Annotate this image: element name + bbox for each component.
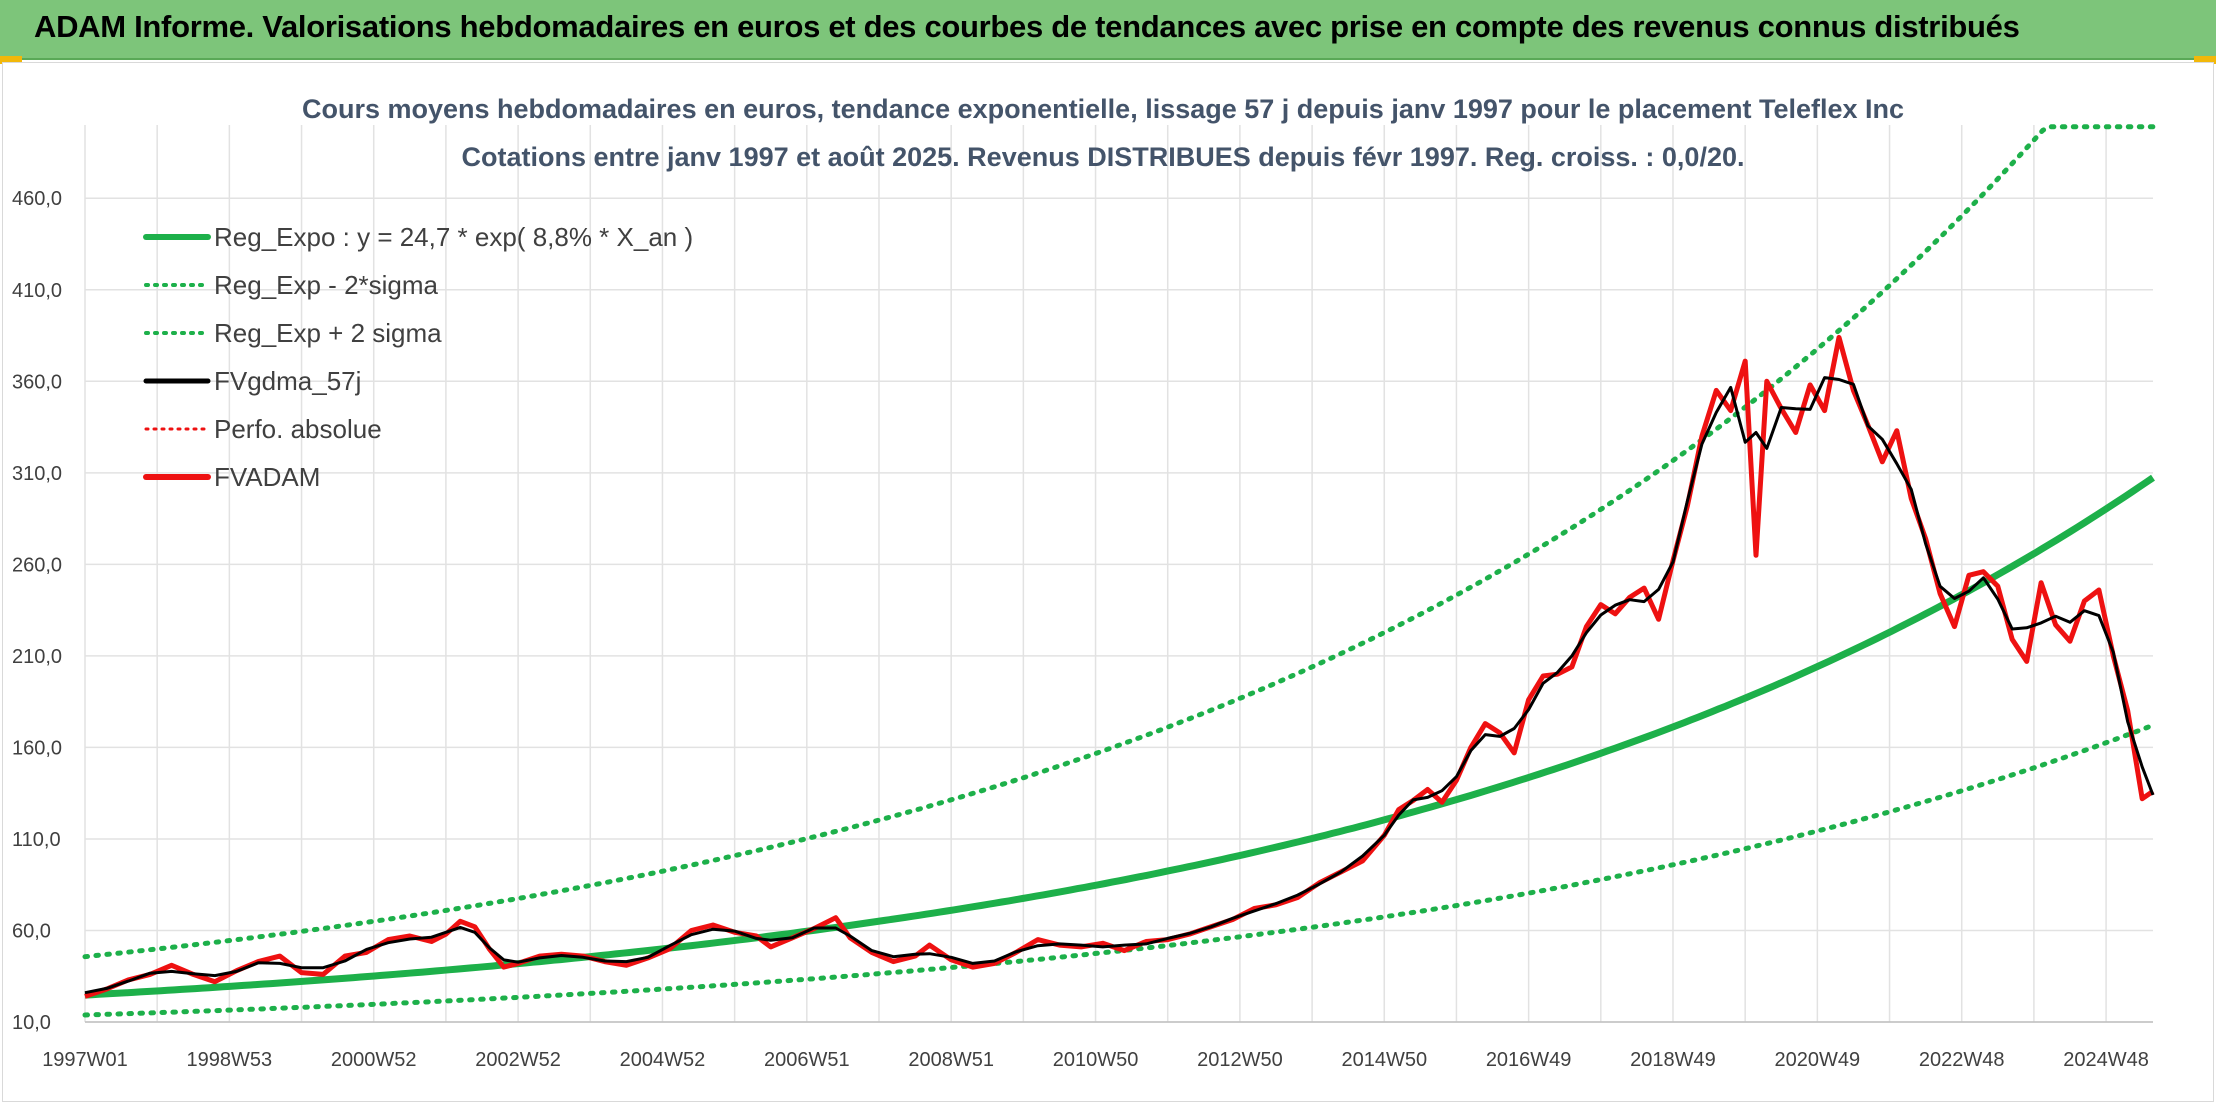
x-tick-label: 2014W50 (1341, 1049, 1427, 1071)
y-tick-label: 110,0 (12, 829, 61, 851)
x-tick-label: 2024W48 (2063, 1049, 2149, 1071)
y-tick-label: 210,0 (12, 646, 62, 668)
legend-entry: Perfo. absolue (214, 414, 382, 444)
legend-entry: Reg_Exp - 2*sigma (214, 270, 439, 300)
y-tick-label: 410,0 (12, 280, 62, 302)
corner-marker-left (0, 56, 22, 64)
x-tick-label: 2016W49 (1486, 1049, 1572, 1071)
y-tick-label: 160,0 (12, 737, 62, 759)
x-tick-label: 2004W52 (620, 1049, 706, 1071)
series-fvadam (84, 334, 2155, 999)
y-tick-label: 260,0 (12, 554, 62, 576)
x-tick-label: 2022W48 (1919, 1049, 2005, 1071)
x-tick-label: 1998W53 (187, 1049, 273, 1071)
x-tick-label: 2010W50 (1053, 1049, 1139, 1071)
x-tick-label: 2008W51 (908, 1049, 994, 1071)
series-fvgdma-57j (84, 376, 2155, 995)
chart-title-line-2: Cotations entre janv 1997 et août 2025. … (462, 142, 1745, 172)
y-tick-label: 310,0 (12, 463, 62, 485)
y-tick-label: 10,0 (12, 1012, 51, 1034)
gridlines (84, 125, 2153, 1023)
legend-entry: Reg_Expo : y = 24,7 * exp( 8,8% * X_an ) (214, 222, 693, 252)
corner-marker-right (2194, 56, 2216, 64)
x-tick-label: 2002W52 (475, 1049, 561, 1071)
x-axis: 1997W01 1998W53 2000W52 2002W52 2004W52 2006W… (42, 1049, 2149, 1071)
report-title: ADAM Informe. Valorisations hebdomadaire… (34, 9, 2020, 44)
series-reg-exp-plus-2-sigma (82, 124, 2156, 960)
y-tick-label: 460,0 (12, 188, 62, 210)
legend: Reg_Expo : y = 24,7 * exp( 8,8% * X_an )… (143, 222, 693, 492)
y-axis: 10,0 60,0 110,0 160,0 210,0 260,0 310,0 360,0 41… (12, 188, 62, 1034)
x-tick-label: 2012W50 (1197, 1049, 1283, 1071)
x-tick-label: 1997W01 (42, 1049, 128, 1071)
legend-entry: Reg_Exp + 2 sigma (214, 318, 442, 348)
legend-entry: FVADAM (214, 462, 320, 492)
y-tick-label: 60,0 (12, 920, 51, 942)
y-tick-label: 360,0 (12, 371, 62, 393)
series-layer (82, 124, 2156, 1018)
report-banner: ADAM Informe. Valorisations hebdomadaire… (0, 0, 2216, 60)
series-reg-expo (84, 474, 2155, 999)
x-tick-label: 2000W52 (331, 1049, 417, 1071)
x-tick-label: 2006W51 (764, 1049, 850, 1071)
legend-entry: FVgdma_57j (214, 366, 361, 396)
x-tick-label: 2018W49 (1630, 1049, 1716, 1071)
chart-title-line-1: Cours moyens hebdomadaires en euros, ten… (302, 94, 1904, 124)
chart-area (2, 62, 2214, 1102)
x-tick-label: 2020W49 (1775, 1049, 1861, 1071)
